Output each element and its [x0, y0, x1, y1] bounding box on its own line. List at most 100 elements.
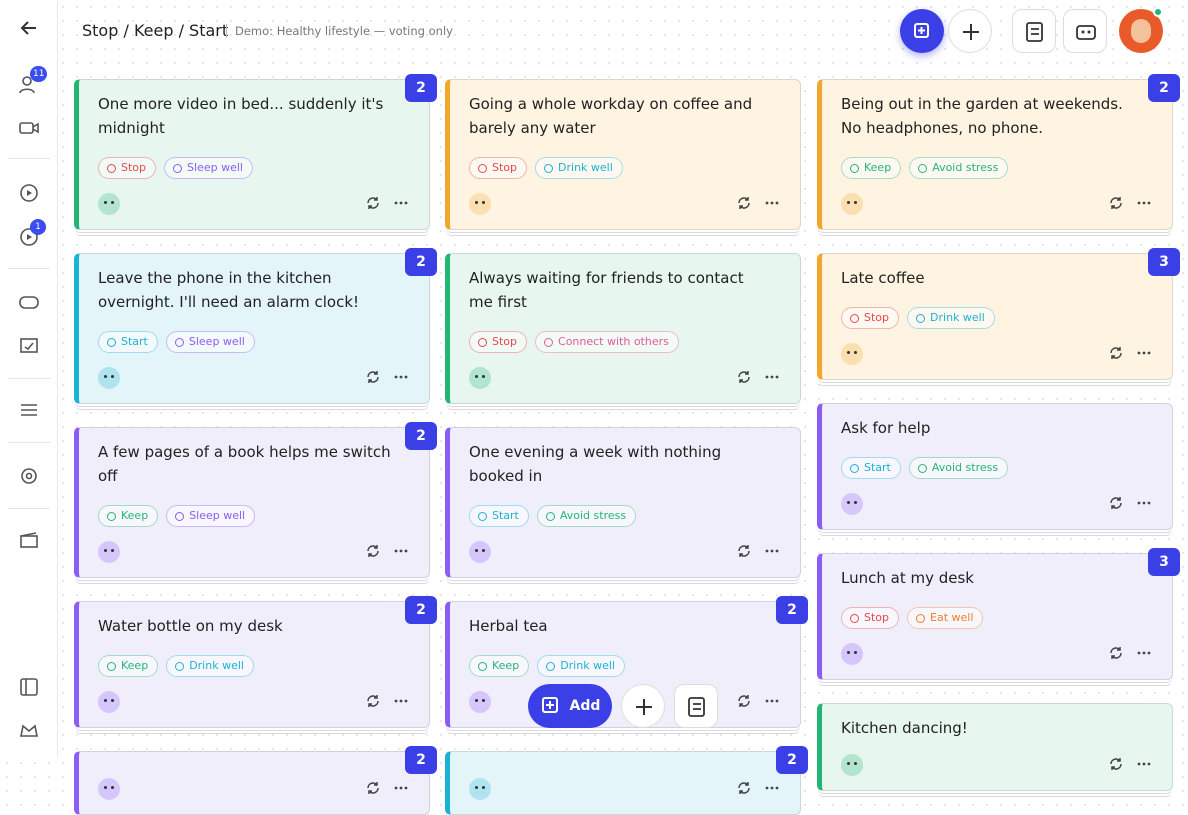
more-icon[interactable]: [764, 693, 780, 709]
card[interactable]: Being out in the garden at weekends. No …: [817, 74, 1180, 230]
card-footer: [469, 367, 780, 389]
tag[interactable]: Stop: [98, 157, 157, 179]
card-footer: [841, 754, 1152, 776]
card[interactable]: Late coffee Stop Drink well 3: [817, 248, 1180, 380]
tag[interactable]: Drink well: [166, 655, 254, 677]
clapper-icon[interactable]: [18, 529, 40, 551]
user-avatar[interactable]: [1119, 7, 1163, 53]
refresh-icon[interactable]: [736, 780, 752, 796]
tag[interactable]: Sleep well: [165, 331, 255, 353]
tag[interactable]: Keep: [841, 157, 902, 179]
more-icon[interactable]: [393, 693, 409, 709]
author-avatar: [469, 541, 491, 563]
card[interactable]: One evening a week with nothing booked i…: [445, 427, 801, 578]
tag[interactable]: Drink well: [535, 157, 623, 179]
refresh-icon[interactable]: [1108, 195, 1124, 211]
more-icon[interactable]: [1136, 345, 1152, 361]
card-actions: [736, 369, 780, 385]
tag-list: Stop Drink well: [469, 157, 780, 179]
more-icon[interactable]: [764, 369, 780, 385]
more-icon[interactable]: [393, 369, 409, 385]
more-icon[interactable]: [1136, 645, 1152, 661]
add-button[interactable]: Add: [528, 684, 612, 728]
new-button[interactable]: [948, 9, 992, 53]
refresh-icon[interactable]: [736, 693, 752, 709]
tag[interactable]: Avoid stress: [908, 457, 1009, 479]
refresh-icon[interactable]: [365, 780, 381, 796]
game-icon[interactable]: [18, 291, 40, 313]
video-icon[interactable]: [18, 117, 40, 139]
tag[interactable]: Start: [469, 505, 529, 527]
card[interactable]: Water bottle on my desk Keep Drink well 2: [74, 596, 437, 728]
card[interactable]: Leave the phone in the kitchen overnight…: [74, 248, 437, 404]
card-footer: [841, 493, 1152, 515]
bot-button[interactable]: [1063, 9, 1107, 53]
refresh-icon[interactable]: [736, 195, 752, 211]
tag[interactable]: Avoid stress: [536, 505, 637, 527]
more-icon[interactable]: [393, 195, 409, 211]
chart-icon[interactable]: [18, 335, 40, 357]
tag-icon: [917, 463, 927, 473]
card[interactable]: 2: [445, 746, 808, 815]
tag-label: Avoid stress: [931, 461, 999, 474]
card[interactable]: 2: [74, 746, 437, 815]
card[interactable]: A few pages of a book helps me switch of…: [74, 422, 437, 578]
card[interactable]: Always waiting for friends to contact me…: [445, 253, 801, 404]
refresh-icon[interactable]: [365, 195, 381, 211]
panel-icon[interactable]: [18, 676, 40, 698]
more-icon[interactable]: [1136, 495, 1152, 511]
tag[interactable]: Keep: [98, 505, 159, 527]
card[interactable]: Ask for help Start Avoid stress: [817, 403, 1173, 530]
more-icon[interactable]: [764, 543, 780, 559]
gear-icon[interactable]: [18, 465, 40, 487]
tag[interactable]: Avoid stress: [909, 157, 1009, 179]
crown-icon[interactable]: [18, 719, 40, 741]
card[interactable]: Going a whole workday on coffee and bare…: [445, 79, 801, 230]
card[interactable]: One more video in bed... suddenly it's m…: [74, 74, 437, 230]
tag[interactable]: Stop: [469, 331, 528, 353]
tag[interactable]: Stop: [469, 157, 528, 179]
refresh-icon[interactable]: [365, 693, 381, 709]
card[interactable]: Lunch at my desk Stop Eat well 3: [817, 548, 1180, 680]
refresh-icon[interactable]: [1108, 756, 1124, 772]
tag[interactable]: Start: [841, 457, 901, 479]
refresh-icon[interactable]: [736, 369, 752, 385]
refresh-icon[interactable]: [1108, 645, 1124, 661]
more-icon[interactable]: [393, 543, 409, 559]
more-icon[interactable]: [764, 780, 780, 796]
play-add-icon[interactable]: [18, 182, 40, 204]
script-button[interactable]: [674, 684, 718, 728]
people-icon[interactable]: [18, 73, 40, 95]
refresh-icon[interactable]: [1108, 495, 1124, 511]
plus-button[interactable]: [621, 684, 665, 728]
separator: [8, 508, 50, 509]
refresh-icon[interactable]: [736, 543, 752, 559]
more-icon[interactable]: [1136, 756, 1152, 772]
tag[interactable]: Drink well: [537, 655, 625, 677]
tag[interactable]: Stop: [841, 607, 900, 629]
tag[interactable]: Sleep well: [164, 157, 253, 179]
play-icon[interactable]: [18, 226, 40, 248]
tag[interactable]: Start: [98, 331, 158, 353]
refresh-icon[interactable]: [365, 543, 381, 559]
tag[interactable]: Keep: [469, 655, 530, 677]
settings-sliders-icon[interactable]: [18, 399, 40, 421]
back-icon[interactable]: [18, 17, 40, 39]
tag[interactable]: Eat well: [907, 607, 984, 629]
tag[interactable]: Keep: [98, 655, 159, 677]
more-icon[interactable]: [764, 195, 780, 211]
tag[interactable]: Sleep well: [166, 505, 256, 527]
script-button[interactable]: [1012, 9, 1056, 53]
tag[interactable]: Stop: [841, 307, 900, 329]
refresh-icon[interactable]: [365, 369, 381, 385]
tag[interactable]: Drink well: [907, 307, 995, 329]
tag-icon: [916, 313, 926, 323]
more-icon[interactable]: [1136, 195, 1152, 211]
card[interactable]: Kitchen dancing!: [817, 703, 1173, 791]
more-icon[interactable]: [393, 780, 409, 796]
tag[interactable]: Connect with others: [535, 331, 679, 353]
card-footer: [841, 643, 1152, 665]
board-subtitle: Demo: Healthy lifestyle — voting only: [226, 24, 453, 38]
refresh-icon[interactable]: [1108, 345, 1124, 361]
add-card-button[interactable]: [900, 9, 944, 53]
